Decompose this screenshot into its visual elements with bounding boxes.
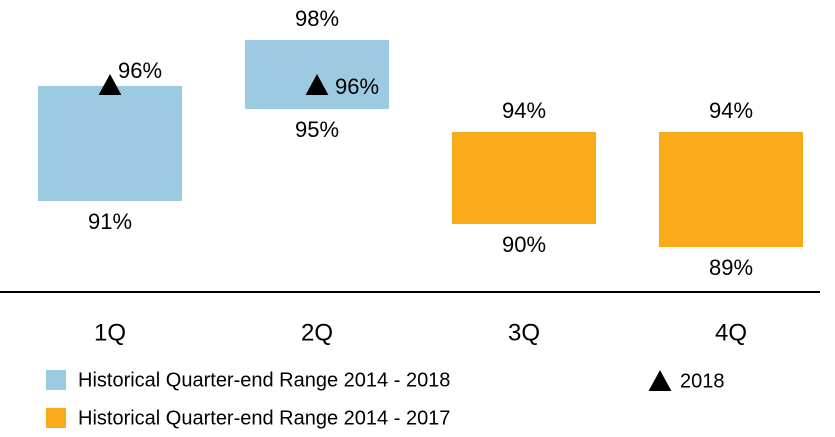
data-label: 96%	[335, 74, 379, 99]
data-label: 98%	[295, 6, 339, 31]
marker	[98, 74, 122, 95]
x-tick-label: 2Q	[301, 319, 333, 346]
data-label: 95%	[295, 117, 339, 142]
legend-label: 2018	[680, 370, 725, 392]
data-label: 96%	[118, 58, 162, 83]
legend-swatch	[46, 408, 66, 428]
range-bar	[659, 132, 803, 247]
marker	[305, 74, 329, 95]
data-label: 89%	[709, 255, 753, 280]
legend-swatch	[46, 370, 66, 390]
x-tick-label: 1Q	[94, 319, 126, 346]
legend-label: Historical Quarter-end Range 2014 - 2017	[78, 407, 450, 429]
range-bar	[38, 86, 182, 201]
x-tick-label: 3Q	[508, 319, 540, 346]
range-bar	[452, 132, 596, 224]
legend-marker	[648, 370, 672, 391]
data-label: 94%	[709, 98, 753, 123]
legend-label: Historical Quarter-end Range 2014 - 2018	[78, 369, 450, 391]
data-label: 94%	[502, 98, 546, 123]
data-label: 90%	[502, 232, 546, 257]
data-label: 91%	[88, 209, 132, 234]
x-tick-label: 4Q	[715, 319, 747, 346]
